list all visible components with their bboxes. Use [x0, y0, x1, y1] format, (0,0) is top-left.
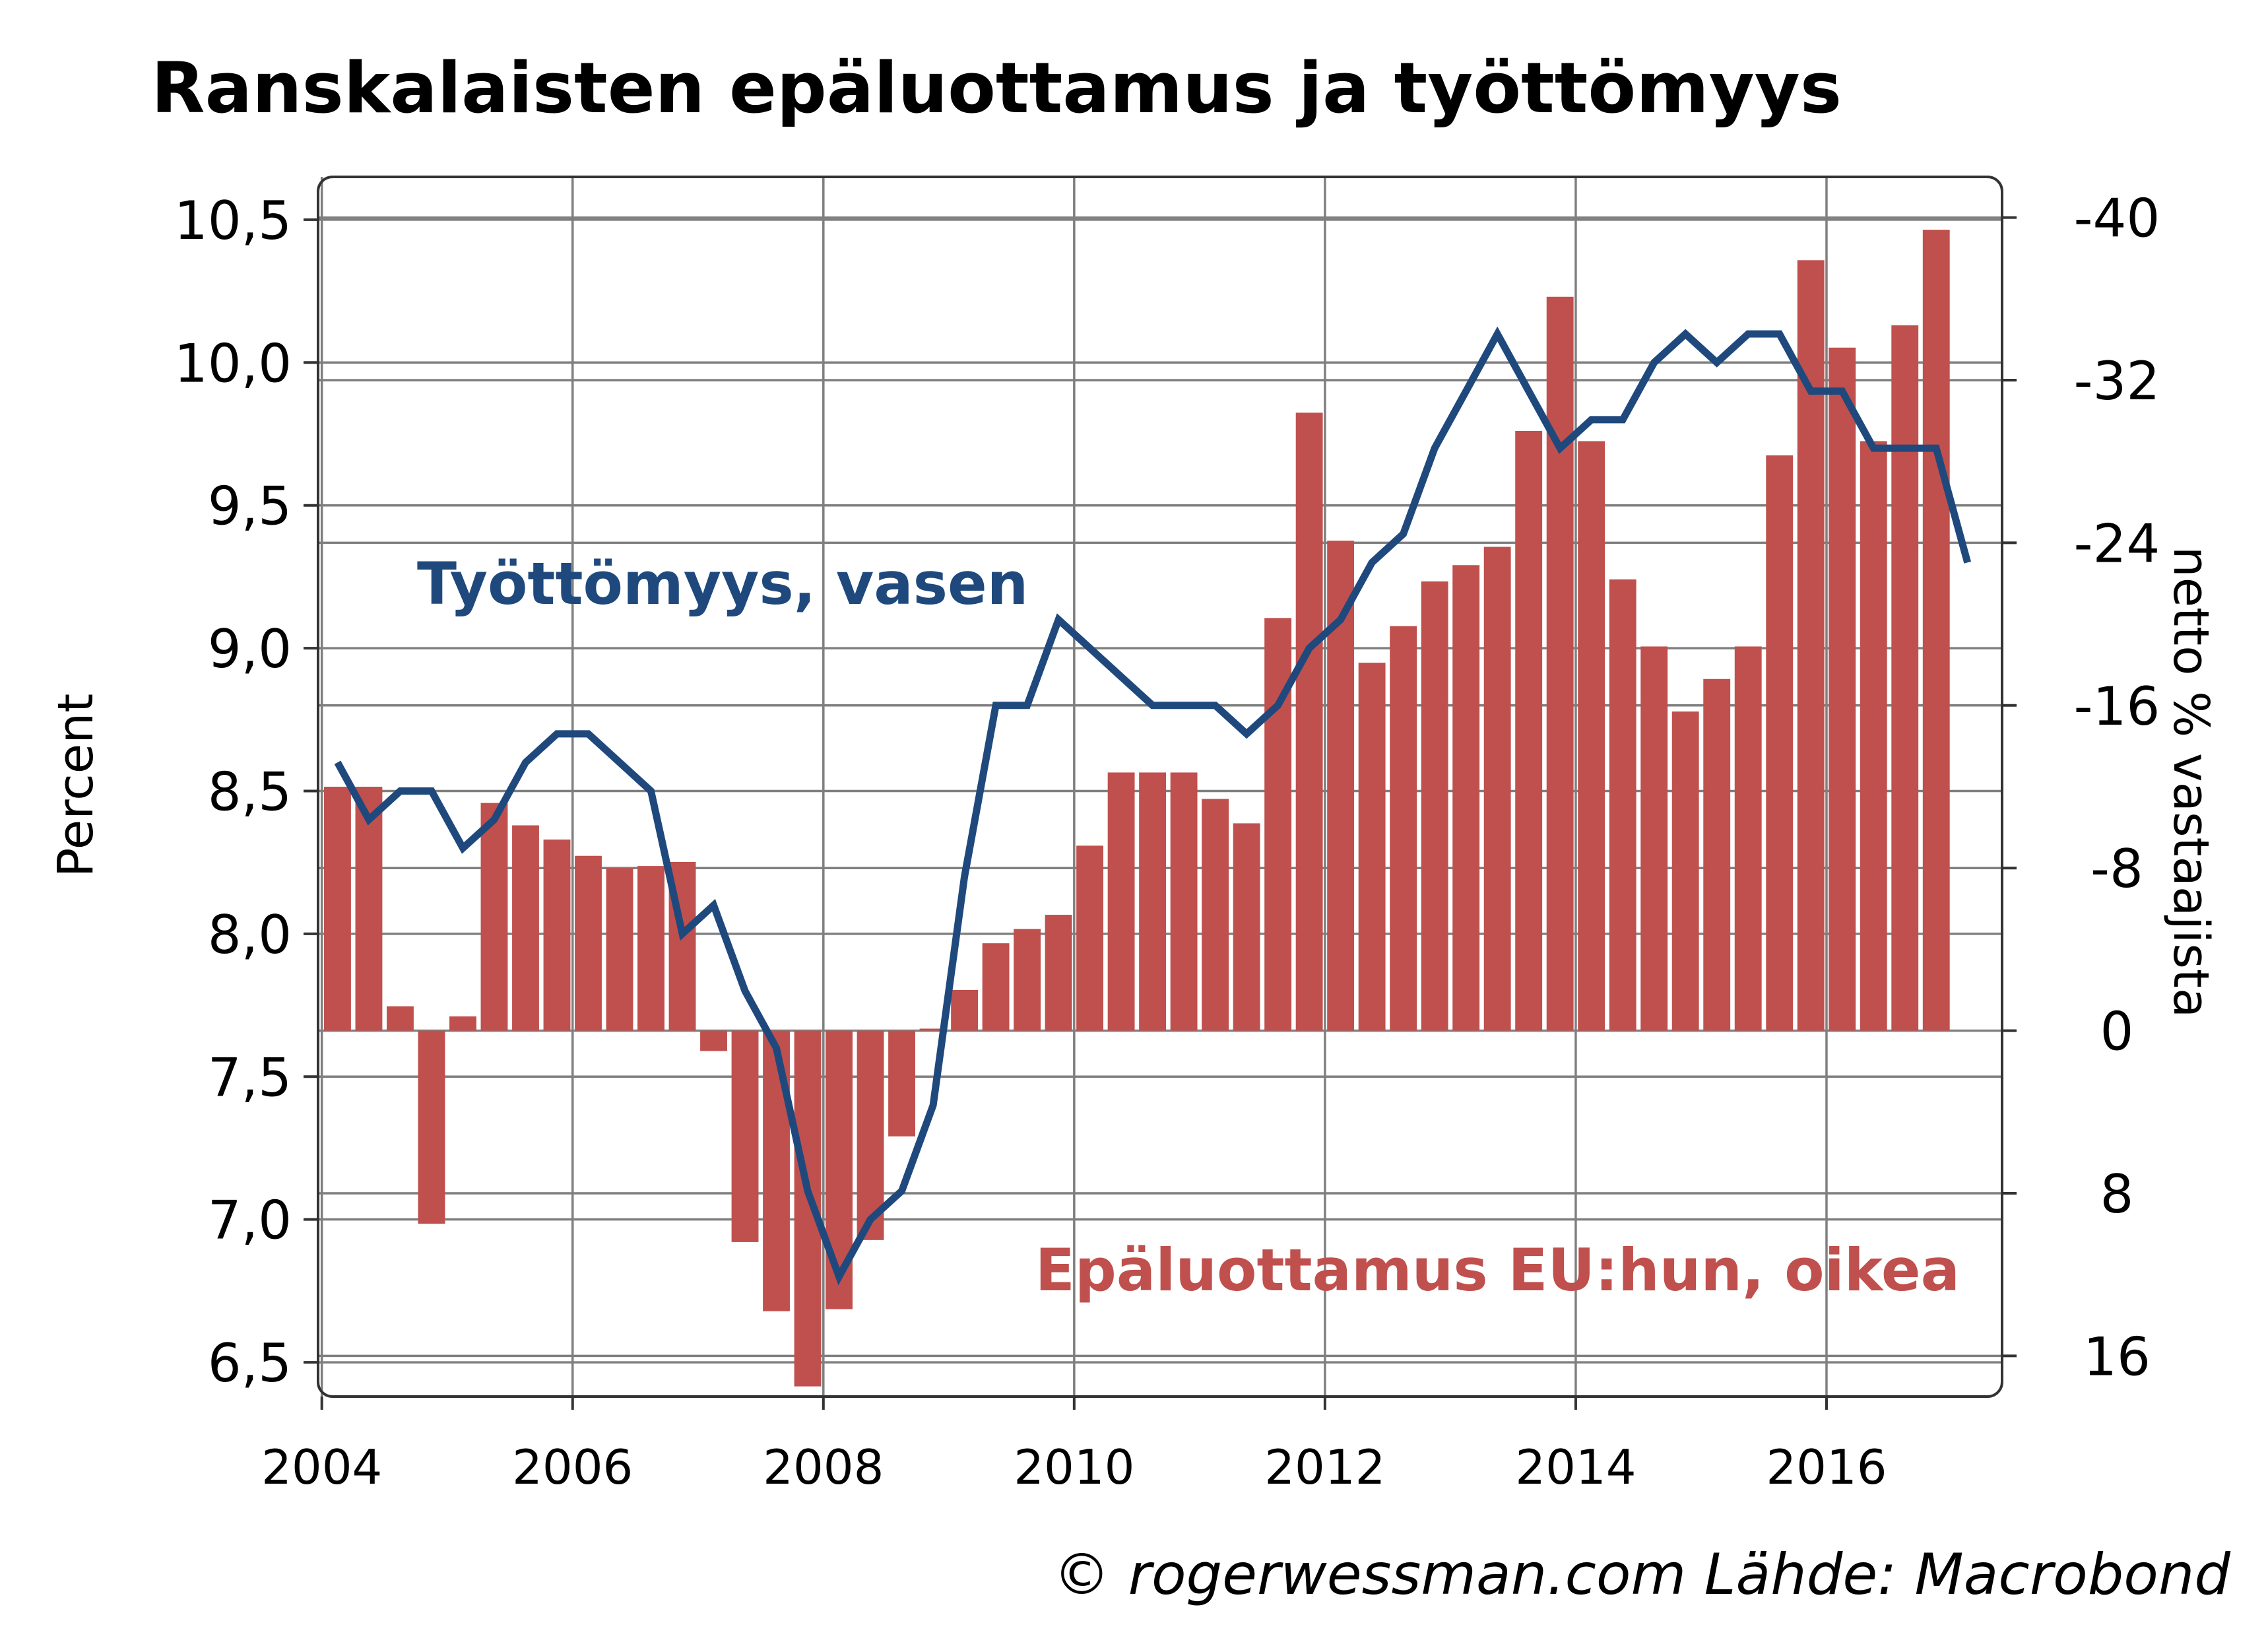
- bar: [1640, 646, 1668, 1031]
- bar: [1703, 678, 1731, 1031]
- right-tick-label: 0: [2100, 1001, 2134, 1063]
- bar: [543, 840, 571, 1031]
- source-credit: © rogerwessman.com Lähde: Macrobond: [1053, 1542, 2230, 1608]
- left-tick-label: 8,0: [208, 904, 292, 966]
- x-tick-label: 2012: [1264, 1439, 1385, 1495]
- right-tick-label: -8: [2090, 838, 2143, 900]
- bar: [575, 855, 602, 1031]
- bar: [1358, 663, 1386, 1031]
- left-tick-label: 10,5: [174, 190, 292, 251]
- bar: [1014, 929, 1041, 1031]
- bar: [982, 943, 1010, 1031]
- bar: [1233, 823, 1260, 1031]
- line-series-tyottomyys: [334, 326, 1972, 1286]
- x-tick-label: 2014: [1515, 1439, 1636, 1495]
- right-tick-label: -32: [2074, 350, 2160, 412]
- bar: [1264, 618, 1292, 1031]
- bar: [324, 787, 351, 1031]
- bar: [1578, 441, 1605, 1031]
- bar: [1860, 441, 1887, 1031]
- left-tick-label: 9,0: [208, 618, 292, 680]
- chart-title: Ranskalaisten epäluottamus ja työttömyys: [151, 48, 1842, 129]
- line-series-label: Työttömyys, vasen: [417, 550, 1028, 618]
- bar: [1452, 565, 1480, 1031]
- left-axis-label: Percent: [48, 694, 104, 877]
- bar: [355, 787, 383, 1031]
- bar: [700, 1030, 727, 1051]
- left-tick-label: 8,5: [208, 761, 292, 822]
- bar: [919, 1028, 947, 1031]
- left-tick-label: 10,0: [174, 333, 292, 394]
- left-tick-label: 7,0: [208, 1190, 292, 1251]
- bar: [1734, 646, 1762, 1031]
- x-tick-label: 2010: [1014, 1439, 1134, 1495]
- bar: [1076, 845, 1104, 1031]
- right-tick-label: 16: [2083, 1326, 2151, 1387]
- bar: [1829, 347, 1856, 1031]
- x-tick-label: 2004: [261, 1439, 382, 1495]
- right-tick-label: -16: [2074, 676, 2160, 737]
- bar: [1139, 772, 1167, 1031]
- plot-area-frame: [317, 176, 2003, 1398]
- bar: [1107, 772, 1135, 1031]
- bar: [1922, 230, 1950, 1031]
- bar: [1170, 772, 1198, 1031]
- bar: [763, 1030, 790, 1311]
- left-tick-label: 9,5: [208, 476, 292, 537]
- right-tick-label: -40: [2074, 188, 2160, 249]
- bar: [857, 1030, 884, 1240]
- bar: [1609, 579, 1636, 1031]
- bar: [1045, 915, 1072, 1031]
- right-tick-label: 8: [2100, 1164, 2134, 1225]
- bar: [1483, 546, 1511, 1031]
- bar: [1671, 711, 1699, 1031]
- bar: [512, 825, 539, 1031]
- left-tick-label: 7,5: [208, 1047, 292, 1108]
- bar: [387, 1006, 414, 1031]
- left-tick-label: 6,5: [208, 1333, 292, 1394]
- bar: [449, 1016, 476, 1031]
- bar: [1390, 626, 1417, 1031]
- x-tick-label: 2006: [512, 1439, 633, 1495]
- bar: [480, 803, 508, 1031]
- bar: [731, 1030, 759, 1242]
- bar: [1421, 581, 1448, 1031]
- bar: [888, 1030, 915, 1137]
- unemployment-line: [334, 326, 1972, 1286]
- bar-series-label: Epäluottamus EU:hun, oikea: [1035, 1236, 1960, 1304]
- bar: [418, 1030, 445, 1224]
- bar: [637, 866, 664, 1031]
- bar: [1546, 296, 1574, 1031]
- x-tick-label: 2008: [763, 1439, 884, 1495]
- bar: [606, 868, 633, 1031]
- bar: [951, 990, 978, 1031]
- x-tick-label: 2016: [1766, 1439, 1887, 1495]
- bar-series-epaluottamus: [324, 230, 1950, 1387]
- bar: [1766, 455, 1794, 1031]
- bar: [1891, 325, 1919, 1031]
- bar: [1202, 799, 1229, 1031]
- bar: [1515, 431, 1543, 1031]
- bar: [1295, 412, 1323, 1031]
- right-tick-label: -24: [2074, 513, 2160, 574]
- axes: 2004 2006 2008 2010 2012 2014 2016 6,5 7,0 7,5 8,0…: [174, 188, 2160, 1495]
- right-axis-label: netto % vastaajista: [2162, 546, 2219, 1018]
